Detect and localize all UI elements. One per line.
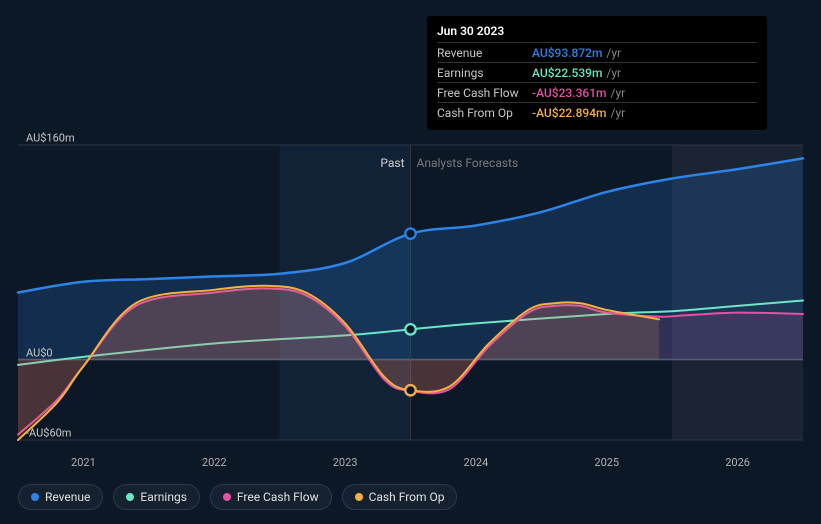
tooltip-row-label: Revenue bbox=[437, 46, 532, 60]
tooltip-row-value: AU$22.539m bbox=[532, 66, 602, 80]
tooltip-row-unit: /yr bbox=[606, 46, 621, 60]
x-axis-tick-label: 2024 bbox=[464, 456, 489, 469]
legend-item[interactable]: Earnings bbox=[113, 484, 200, 510]
legend-color-dot bbox=[223, 493, 231, 501]
legend-color-dot bbox=[31, 493, 39, 501]
legend-item[interactable]: Revenue bbox=[18, 484, 103, 510]
tooltip-row-unit: /yr bbox=[611, 86, 626, 100]
tooltip-row: Cash From Op-AU$22.894m/yr bbox=[437, 102, 757, 122]
legend-item-label: Revenue bbox=[45, 490, 90, 504]
chart-legend: Revenue Earnings Free Cash Flow Cash From O… bbox=[18, 484, 457, 510]
tooltip-row-value: AU$93.872m bbox=[532, 46, 602, 60]
tooltip-rows: RevenueAU$93.872m/yrEarningsAU$22.539m/y… bbox=[437, 42, 757, 122]
legend-color-dot bbox=[126, 493, 134, 501]
chart-tooltip: Jun 30 2023 RevenueAU$93.872m/yrEarnings… bbox=[427, 16, 767, 130]
legend-item-label: Cash From Op bbox=[369, 490, 445, 504]
tooltip-row-value: -AU$22.894m bbox=[532, 106, 607, 120]
x-axis-tick-label: 2023 bbox=[333, 456, 358, 469]
legend-color-dot bbox=[355, 493, 363, 501]
x-axis-tick-label: 2025 bbox=[594, 456, 619, 469]
legend-item-label: Free Cash Flow bbox=[237, 490, 319, 504]
tooltip-row-label: Free Cash Flow bbox=[437, 86, 532, 100]
tooltip-title: Jun 30 2023 bbox=[437, 24, 757, 42]
tooltip-row-unit: /yr bbox=[606, 66, 621, 80]
chart-container: -AU$60m AU$0 AU$160m 2021 2022 2023 2024 2025 20… bbox=[0, 0, 821, 524]
legend-item[interactable]: Cash From Op bbox=[342, 484, 458, 510]
tooltip-row-label: Cash From Op bbox=[437, 106, 532, 120]
legend-item[interactable]: Free Cash Flow bbox=[210, 484, 332, 510]
x-axis-tick-label: 2021 bbox=[71, 456, 96, 469]
y-axis-tick-label: -AU$60m bbox=[26, 427, 71, 440]
x-axis-tick-label: 2022 bbox=[202, 456, 227, 469]
legend-item-label: Earnings bbox=[140, 490, 187, 504]
tooltip-row-label: Earnings bbox=[437, 66, 532, 80]
forecast-zone-label: Analysts Forecasts bbox=[417, 156, 519, 170]
past-zone-label: Past bbox=[380, 156, 404, 170]
tooltip-row: Free Cash Flow-AU$23.361m/yr bbox=[437, 82, 757, 102]
y-axis-tick-label: AU$0 bbox=[26, 346, 53, 359]
y-axis-tick-label: AU$160m bbox=[26, 132, 75, 145]
tooltip-row: EarningsAU$22.539m/yr bbox=[437, 62, 757, 82]
x-axis-tick-label: 2026 bbox=[725, 456, 750, 469]
tooltip-row-value: -AU$23.361m bbox=[532, 86, 607, 100]
tooltip-row-unit: /yr bbox=[611, 106, 626, 120]
tooltip-row: RevenueAU$93.872m/yr bbox=[437, 42, 757, 62]
